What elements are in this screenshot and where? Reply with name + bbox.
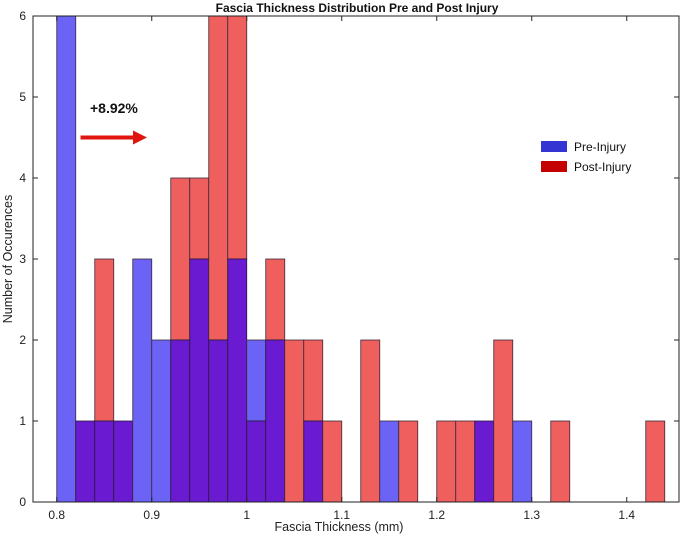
y-tick-label: 1 xyxy=(19,414,26,428)
legend-swatch xyxy=(541,161,567,172)
legend-label: Pre-Injury xyxy=(574,140,626,154)
pre-injury-bar xyxy=(151,339,172,503)
post-injury-bar xyxy=(189,177,210,260)
x-tick-label: 1.4 xyxy=(618,508,635,522)
overlap-bar xyxy=(265,339,286,503)
x-tick-label: 1.2 xyxy=(428,508,445,522)
post-injury-bar xyxy=(360,339,381,503)
legend-label: Post-Injury xyxy=(574,160,631,174)
post-injury-bar xyxy=(645,420,666,503)
overlap-bar xyxy=(94,420,115,503)
x-tick-label: 1.1 xyxy=(333,508,350,522)
x-tick-label: 0.9 xyxy=(143,508,160,522)
overlap-bar xyxy=(246,420,267,503)
arrow-head-icon xyxy=(133,130,147,145)
overlap-bar xyxy=(227,258,248,503)
post-injury-bar xyxy=(322,420,343,503)
overlap-bar xyxy=(75,420,96,503)
y-tick-label: 6 xyxy=(19,9,26,23)
y-tick-label: 0 xyxy=(19,495,26,509)
post-injury-bar xyxy=(455,420,476,503)
post-injury-bar xyxy=(284,339,305,503)
bars-layer xyxy=(56,15,666,503)
y-tick-label: 5 xyxy=(19,90,26,104)
pre-injury-bar xyxy=(512,420,533,503)
pre-injury-bar xyxy=(379,420,400,503)
annotation-text: +8.92% xyxy=(90,100,138,116)
pre-injury-bar xyxy=(56,15,77,503)
post-injury-bar xyxy=(208,15,229,341)
post-injury-bar xyxy=(398,420,419,503)
overlap-bar xyxy=(208,339,229,503)
axes-layer: 0.8 0.9 1 1.1 1.2 1.3 1.4 0 1 2 3 4 5 6 xyxy=(19,9,680,522)
post-injury-bar xyxy=(227,15,248,260)
post-injury-bar xyxy=(303,339,324,422)
overlap-bar xyxy=(303,420,324,503)
overlap-bar xyxy=(170,339,191,503)
overlap-bar xyxy=(113,420,134,503)
overlap-bar xyxy=(474,420,495,503)
x-tick-label: 0.8 xyxy=(48,508,65,522)
post-injury-bar xyxy=(94,258,115,422)
annotation-layer: +8.92% xyxy=(80,100,147,145)
overlap-bar xyxy=(189,258,210,503)
y-axis-label: Number of Occurences xyxy=(1,195,15,324)
post-injury-bar xyxy=(170,177,191,341)
post-injury-bar xyxy=(436,420,457,503)
y-tick-label: 4 xyxy=(19,171,26,185)
x-tick-label: 1.3 xyxy=(523,508,540,522)
post-injury-bar xyxy=(493,339,514,503)
x-tick-label: 1 xyxy=(243,508,250,522)
pre-injury-bar xyxy=(132,258,153,503)
post-injury-bar xyxy=(550,420,571,503)
post-injury-bar xyxy=(265,258,286,341)
pre-injury-bar xyxy=(246,339,267,422)
legend-swatch xyxy=(541,141,567,152)
chart-title: Fascia Thickness Distribution Pre and Po… xyxy=(216,1,499,15)
legend: Pre-Injury Post-Injury xyxy=(541,140,631,174)
y-tick-label: 2 xyxy=(19,333,26,347)
x-axis-label: Fascia Thickness (mm) xyxy=(275,520,404,534)
y-tick-label: 3 xyxy=(19,252,26,266)
